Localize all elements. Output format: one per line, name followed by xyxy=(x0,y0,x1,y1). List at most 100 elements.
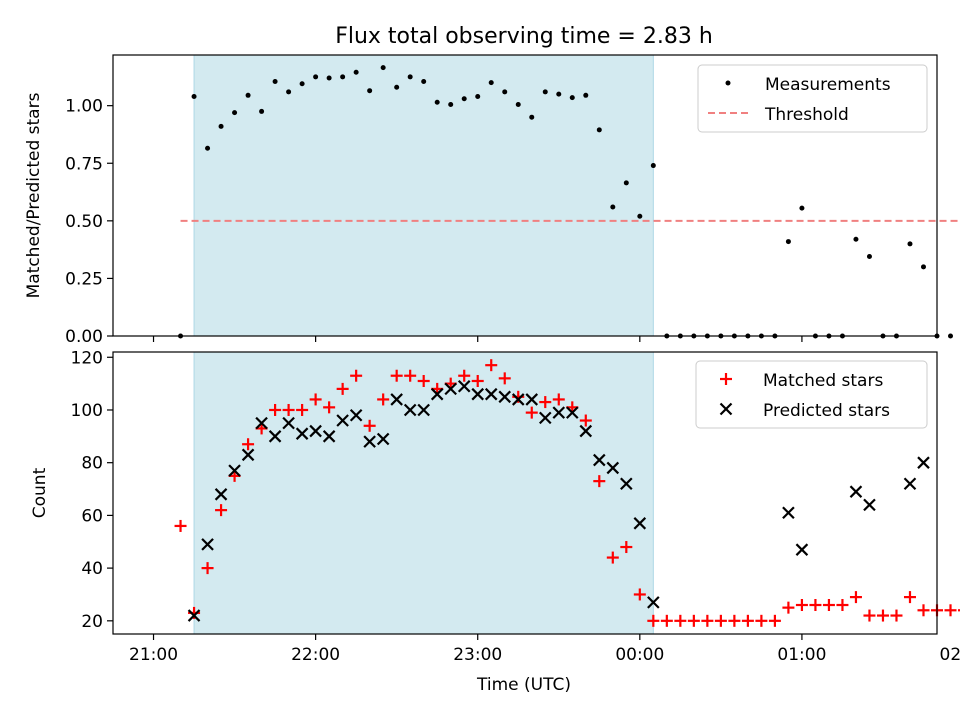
measurement-point xyxy=(556,91,562,97)
predicted-star-point xyxy=(849,485,863,498)
measurement-point xyxy=(380,65,386,71)
predicted-star-point xyxy=(471,387,484,401)
predicted-star-point xyxy=(430,387,444,401)
predicted-star-point xyxy=(795,543,809,556)
matched-star-point xyxy=(539,396,552,409)
legend-box xyxy=(695,360,928,429)
x-tick-label: 02:00 xyxy=(940,645,960,665)
predicted-star-point xyxy=(309,424,322,438)
y-axis-ticks: 20 40 60 80 100 120 xyxy=(71,348,113,632)
matched-star-point xyxy=(633,588,646,601)
matched-star-point xyxy=(917,604,930,617)
matched-star-point xyxy=(485,359,498,372)
predicted-star-point xyxy=(187,609,201,622)
matched-star-point xyxy=(201,562,214,575)
measurement-point xyxy=(785,239,791,245)
panel-ratio: 0.00 0.25 0.50 0.75 1.00 Matched/Predicted s… xyxy=(24,54,960,347)
matched-star-point xyxy=(809,599,822,612)
matched-star-point xyxy=(822,599,835,612)
axes-frame xyxy=(112,351,938,635)
y-tick-label: 20 xyxy=(81,612,103,632)
x-tick-label: 22:00 xyxy=(291,645,340,665)
measurement-point xyxy=(272,78,278,84)
y-tick-label: 0.00 xyxy=(65,327,103,347)
measurement-point xyxy=(394,84,400,90)
matched-star-point xyxy=(417,374,430,387)
measurement-point xyxy=(920,264,926,270)
chart-title: Flux total observing time = 2.83 h xyxy=(335,24,713,49)
measurement-point xyxy=(542,89,548,95)
legend-label-predicted: Predicted stars xyxy=(763,401,890,421)
matched-star-point xyxy=(903,591,916,604)
matched-star-point xyxy=(377,393,390,406)
observing-window-shade xyxy=(193,351,654,635)
predicted-star-point xyxy=(376,432,390,446)
measurement-point xyxy=(421,78,427,84)
matched-star-point xyxy=(849,591,862,604)
predicted-star-point xyxy=(525,393,539,406)
matched-star-point xyxy=(606,551,619,564)
measurement-point xyxy=(583,92,589,98)
matched-star-point xyxy=(404,369,417,382)
matched-star-point xyxy=(795,599,808,612)
x-axis-ticks: 21:00 22:00 23:00 00:00 01:00 02:00 xyxy=(129,634,960,665)
predicted-star-point xyxy=(552,406,566,419)
predicted-star-point xyxy=(903,477,917,491)
predicted-star-point xyxy=(282,416,295,430)
matched-star-point xyxy=(593,475,606,488)
matched-star-point xyxy=(876,609,889,622)
matched-star-point xyxy=(768,614,781,627)
matched-star-point xyxy=(579,414,592,427)
x-tick-label: 01:00 xyxy=(777,645,826,665)
predicted-star-point xyxy=(444,382,457,396)
measurement-point xyxy=(245,92,251,98)
predicted-star-point xyxy=(228,464,241,477)
count-data xyxy=(174,359,960,627)
measurement-point xyxy=(299,81,305,87)
predicted-star-point xyxy=(417,403,430,417)
panel-counts: 20 40 60 80 100 120 21:00 22:00 23:00 00:00 01:00… xyxy=(30,348,960,695)
matched-star-point xyxy=(552,393,565,406)
y-axis-label: Count xyxy=(30,467,50,518)
measurement-point xyxy=(475,93,481,99)
y-axis-ticks: 0.00 0.25 0.50 0.75 1.00 xyxy=(65,97,113,347)
legend-marker-matched xyxy=(720,373,732,385)
measurement-point xyxy=(461,96,467,102)
measurement-point xyxy=(623,180,629,186)
matched-star-point xyxy=(660,614,673,627)
y-tick-label: 120 xyxy=(71,348,103,368)
measurement-point xyxy=(205,145,211,151)
matched-star-point xyxy=(687,614,700,627)
predicted-star-point xyxy=(336,414,349,427)
measurement-point xyxy=(853,236,859,242)
matched-star-point xyxy=(714,614,727,627)
predicted-star-point xyxy=(214,488,228,501)
measurement-point xyxy=(353,69,359,75)
matched-star-point xyxy=(620,541,633,554)
y-tick-label: 1.00 xyxy=(65,97,103,117)
x-tick-label: 00:00 xyxy=(615,645,664,665)
matched-star-point xyxy=(755,614,768,627)
matched-star-point xyxy=(647,614,660,627)
measurement-point xyxy=(286,89,292,95)
y-tick-label: 100 xyxy=(71,401,103,421)
x-axis-ticks xyxy=(152,336,803,342)
predicted-star-point xyxy=(566,406,579,419)
matched-star-point xyxy=(296,403,309,416)
predicted-star-point xyxy=(349,408,363,422)
matched-star-point xyxy=(728,614,741,627)
x-tick-label: 21:00 xyxy=(129,645,178,665)
matched-star-point xyxy=(215,504,228,517)
legend: Measurements Threshold xyxy=(697,64,928,133)
matched-star-point xyxy=(174,519,187,532)
matched-star-point xyxy=(269,403,282,416)
measurement-point xyxy=(569,95,575,101)
matched-star-point xyxy=(350,369,363,382)
y-tick-label: 0.25 xyxy=(65,269,103,289)
measurement-point xyxy=(259,108,265,114)
matched-star-point xyxy=(944,604,957,617)
matched-star-point xyxy=(242,438,255,451)
matched-star-point xyxy=(782,601,795,614)
predicted-star-point xyxy=(511,393,525,406)
